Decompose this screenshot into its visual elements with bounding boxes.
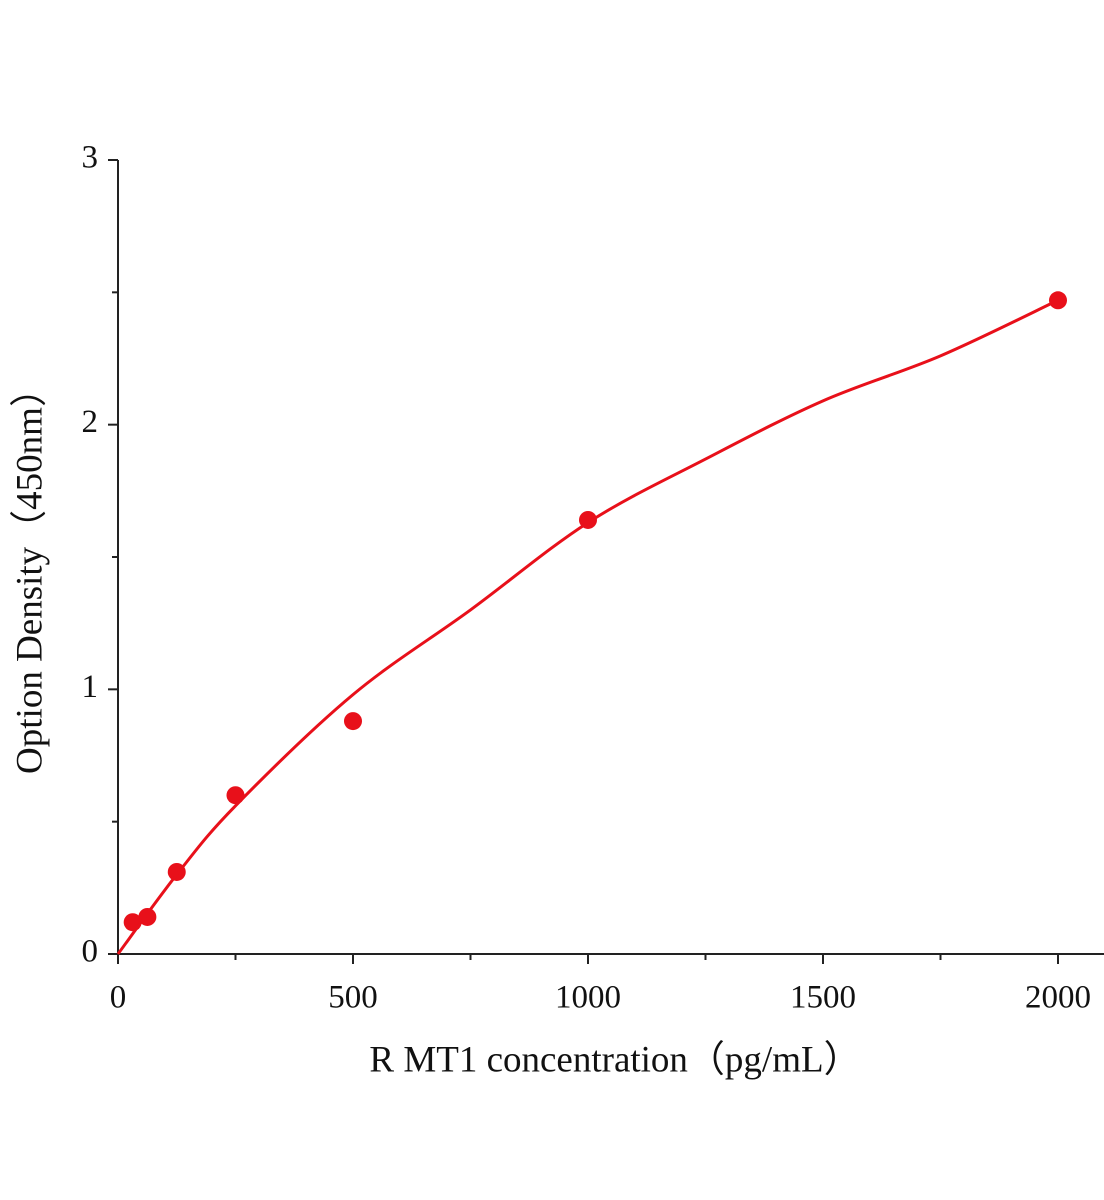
data-point [344,712,362,731]
x-axis-label: R MT1 concentration（pg/mL） [369,1039,860,1080]
x-tick-label: 1500 [790,980,856,1016]
y-tick-label: 0 [82,934,99,970]
fit-curve [116,298,1059,955]
y-tick-label: 3 [82,140,99,176]
y-tick-label: 2 [82,404,99,440]
y-axis-label: Option Density（450nm） [9,370,50,774]
x-tick-label: 2000 [1025,980,1091,1016]
x-tick-label: 0 [110,980,127,1016]
x-tick-label: 500 [328,980,378,1016]
x-tick-label: 1000 [555,980,621,1016]
y-tick-label: 1 [82,669,99,705]
